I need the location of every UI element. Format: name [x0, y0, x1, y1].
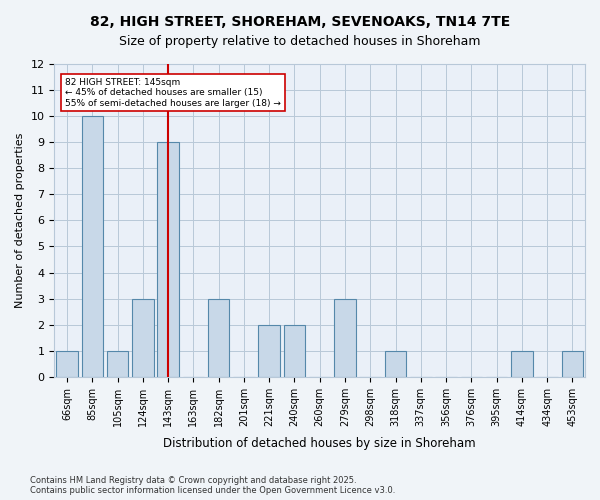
Bar [132, 298, 154, 377]
Bar [157, 142, 179, 377]
Bar [56, 350, 78, 377]
Text: 82, HIGH STREET, SHOREHAM, SEVENOAKS, TN14 7TE: 82, HIGH STREET, SHOREHAM, SEVENOAKS, TN… [90, 15, 510, 29]
Bar [208, 298, 229, 377]
Text: Contains HM Land Registry data © Crown copyright and database right 2025.
Contai: Contains HM Land Registry data © Crown c… [30, 476, 395, 495]
Text: 82 HIGH STREET: 145sqm
← 45% of detached houses are smaller (15)
55% of semi-det: 82 HIGH STREET: 145sqm ← 45% of detached… [65, 78, 281, 108]
Bar [511, 350, 533, 377]
Y-axis label: Number of detached properties: Number of detached properties [15, 132, 25, 308]
Bar [82, 116, 103, 377]
Bar [334, 298, 356, 377]
X-axis label: Distribution of detached houses by size in Shoreham: Distribution of detached houses by size … [163, 437, 476, 450]
Bar [284, 324, 305, 377]
Bar [562, 350, 583, 377]
Bar [385, 350, 406, 377]
Text: Size of property relative to detached houses in Shoreham: Size of property relative to detached ho… [119, 35, 481, 48]
Bar [259, 324, 280, 377]
Bar [107, 350, 128, 377]
